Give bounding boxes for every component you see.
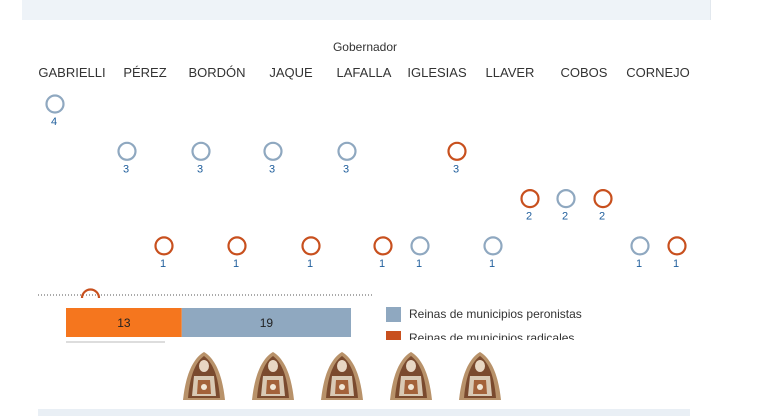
x-tick-label: PÉREZ xyxy=(123,65,166,80)
data-point xyxy=(520,189,540,209)
data-point xyxy=(337,141,357,161)
data-label: 3 xyxy=(197,163,203,175)
total-label-radical: 13 xyxy=(117,316,131,330)
data-point xyxy=(373,236,393,256)
data-label: 3 xyxy=(123,163,129,175)
queen-portraits xyxy=(180,350,504,402)
data-label: 3 xyxy=(343,163,349,175)
footer-band xyxy=(38,409,690,416)
data-point xyxy=(154,236,174,256)
data-label: 1 xyxy=(636,258,642,270)
data-point xyxy=(45,94,65,114)
data-label: 2 xyxy=(599,211,605,223)
data-label: 1 xyxy=(233,258,239,270)
x-tick-label: CORNEJO xyxy=(626,65,690,80)
x-tick-label: IGLESIAS xyxy=(407,65,467,80)
x-tick-label: LLAVER xyxy=(486,65,535,80)
data-label: 1 xyxy=(416,258,422,270)
chart-title: Gobernador xyxy=(332,40,398,54)
data-label: 2 xyxy=(562,211,568,223)
x-tick-label: JAQUE xyxy=(269,65,313,80)
frame-divider xyxy=(710,0,711,20)
data-label: 1 xyxy=(160,258,166,270)
legend-swatch-peronista xyxy=(386,306,401,322)
legend-clip xyxy=(380,340,610,350)
data-point xyxy=(227,236,247,256)
data-point xyxy=(447,141,467,161)
data-point xyxy=(630,236,650,256)
legend-item-peronista: Reinas de municipios peronistas xyxy=(386,302,582,326)
data-label: 1 xyxy=(673,258,679,270)
x-tick-label: BORDÓN xyxy=(188,65,245,80)
x-tick-label: COBOS xyxy=(561,65,608,80)
header-band xyxy=(22,0,710,20)
data-label: 3 xyxy=(269,163,275,175)
data-label: 2 xyxy=(526,211,532,223)
data-point xyxy=(301,236,321,256)
legend-label-peronista: Reinas de municipios peronistas xyxy=(409,307,582,321)
data-point xyxy=(117,141,137,161)
queen-portrait-icon xyxy=(321,352,363,400)
data-point xyxy=(410,236,430,256)
data-point xyxy=(483,236,503,256)
partial-marker xyxy=(80,288,101,299)
data-point xyxy=(191,141,211,161)
x-tick-label: LAFALLA xyxy=(337,65,392,80)
data-label: 1 xyxy=(489,258,495,270)
queen-portrait-icon xyxy=(459,352,501,400)
data-label: 1 xyxy=(379,258,385,270)
data-point xyxy=(263,141,283,161)
total-bar-peronista xyxy=(181,308,351,337)
data-label: 1 xyxy=(307,258,313,270)
x-tick-label: GABRIELLI xyxy=(38,65,105,80)
data-point xyxy=(593,189,613,209)
data-point xyxy=(556,189,576,209)
total-label-peronista: 19 xyxy=(260,316,274,330)
queen-portrait-icon xyxy=(183,352,225,400)
data-label: 3 xyxy=(453,163,459,175)
queen-portrait-icon xyxy=(252,352,294,400)
queen-portrait-icon xyxy=(390,352,432,400)
data-point xyxy=(667,236,687,256)
data-label: 4 xyxy=(51,116,57,128)
total-bar-radical xyxy=(66,308,182,337)
